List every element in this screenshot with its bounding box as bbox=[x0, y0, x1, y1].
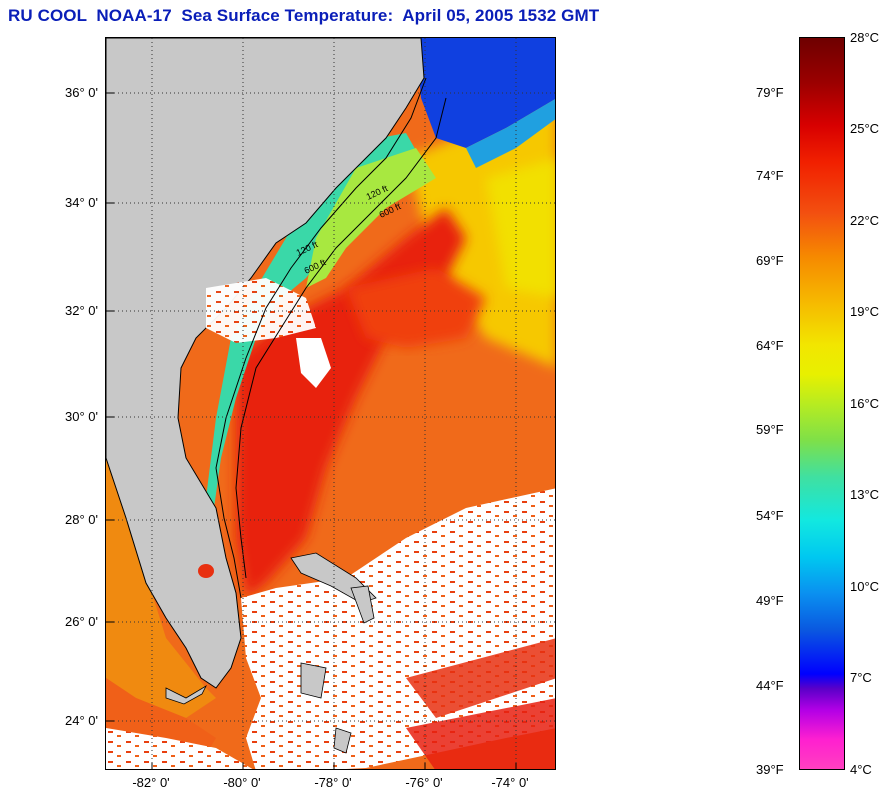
sst-map: 120 ft 600 ft 120 ft 600 ft bbox=[105, 37, 556, 770]
cb-fahrenheit-69: 69°F bbox=[756, 253, 784, 268]
shelf-warm-band bbox=[306, 148, 436, 288]
lat-label-32: 32° 0' bbox=[65, 303, 98, 318]
sst-map-canvas: 120 ft 600 ft 120 ft 600 ft bbox=[106, 38, 555, 769]
cb-celsius-7: 7°C bbox=[850, 670, 872, 685]
cb-fahrenheit-39: 39°F bbox=[756, 762, 784, 777]
bahamas-island-south bbox=[333, 727, 352, 754]
cb-celsius-16: 16°C bbox=[850, 396, 880, 411]
warm-streak-1 bbox=[406, 638, 555, 718]
contour-120ft bbox=[215, 77, 427, 599]
lake-okeechobee bbox=[198, 564, 214, 578]
cold-water-north bbox=[416, 38, 555, 148]
cb-fahrenheit-44: 44°F bbox=[756, 678, 784, 693]
lon-label-80: -80° 0' bbox=[223, 775, 261, 790]
cold-water-edge bbox=[466, 99, 555, 168]
lat-label-36: 36° 0' bbox=[65, 85, 98, 100]
cb-fahrenheit-59: 59°F bbox=[756, 422, 784, 437]
cb-fahrenheit-79: 79°F bbox=[756, 85, 784, 100]
cb-fahrenheit-54: 54°F bbox=[756, 508, 784, 523]
lat-label-34: 34° 0' bbox=[65, 195, 98, 210]
lat-label-24: 24° 0' bbox=[65, 713, 98, 728]
cb-celsius-25: 25°C bbox=[850, 121, 880, 136]
lat-label-26: 26° 0' bbox=[65, 614, 98, 629]
bahamas-abaco bbox=[350, 585, 375, 624]
lon-label-74: -74° 0' bbox=[491, 775, 529, 790]
lon-label-82: -82° 0' bbox=[132, 775, 170, 790]
yellow-offshore-core bbox=[486, 158, 555, 298]
lon-label-78: -78° 0' bbox=[314, 775, 352, 790]
cb-celsius-28: 28°C bbox=[850, 30, 880, 45]
lat-label-30: 30° 0' bbox=[65, 409, 98, 424]
florida-keys bbox=[165, 684, 207, 705]
cloud-patch-offshore bbox=[296, 338, 331, 388]
cloud-patch-carolina bbox=[206, 278, 316, 343]
map-title: RU COOL NOAA-17 Sea Surface Temperature:… bbox=[8, 6, 600, 25]
cb-celsius-22: 22°C bbox=[850, 213, 880, 228]
lat-label-28: 28° 0' bbox=[65, 512, 98, 527]
map-ticks bbox=[106, 92, 517, 769]
warm-streak-2 bbox=[406, 698, 555, 769]
gulf-stream-eddy bbox=[346, 268, 486, 348]
lon-label-76: -76° 0' bbox=[405, 775, 443, 790]
bahamas-andros bbox=[300, 662, 327, 699]
cb-celsius-10: 10°C bbox=[850, 579, 880, 594]
cb-celsius-19: 19°C bbox=[850, 304, 880, 319]
cb-fahrenheit-74: 74°F bbox=[756, 168, 784, 183]
cb-fahrenheit-49: 49°F bbox=[756, 593, 784, 608]
yellow-offshore-region bbox=[406, 98, 555, 368]
contour-600ft bbox=[235, 97, 447, 579]
cb-celsius-13: 13°C bbox=[850, 487, 880, 502]
cb-celsius-4: 4°C bbox=[850, 762, 872, 777]
temperature-colorbar bbox=[799, 37, 845, 770]
cloud-region-south bbox=[106, 728, 253, 769]
cb-fahrenheit-64: 64°F bbox=[756, 338, 784, 353]
land-southeast-us bbox=[106, 38, 425, 689]
